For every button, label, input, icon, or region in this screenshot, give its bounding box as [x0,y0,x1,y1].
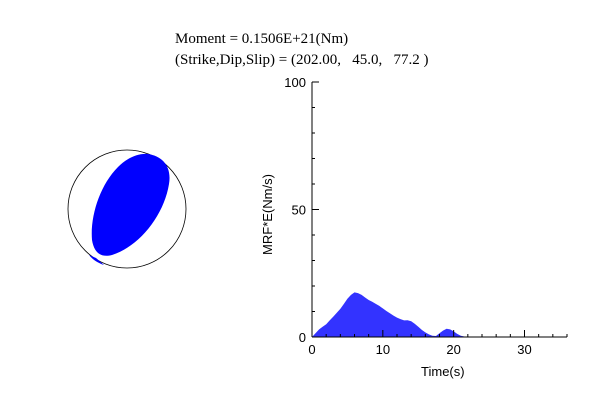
moment-label: Moment = 0.1506E+21(Nm) [175,31,349,47]
x-tick-label: 0 [308,342,315,357]
y-tick-label: 50 [292,203,306,218]
focal-mechanism-beachball [67,149,187,269]
x-axis-ticks: 0 10 20 30 [308,330,568,357]
y-tick-label: 0 [299,330,306,345]
y-tick-label: 100 [284,75,306,90]
mrf-area-series [312,292,567,337]
beachball-lobe-sliver [89,255,104,265]
x-tick-label: 10 [376,342,390,357]
x-tick-label: 20 [446,342,460,357]
y-axis-title: MRF*E(Nm/s) [260,174,275,255]
mechanism-label: (Strike,Dip,Slip) = (202.00, 45.0, 77.2 … [175,52,429,68]
mrf-plot: 0 10 20 30 0 50 100 Time(s) MRF*E(Nm/s) [260,75,568,379]
beachball-compressional-lobe [91,153,170,256]
x-axis-title: Time(s) [421,364,465,379]
x-tick-label: 30 [517,342,531,357]
y-axis-ticks: 0 50 100 [284,75,319,345]
